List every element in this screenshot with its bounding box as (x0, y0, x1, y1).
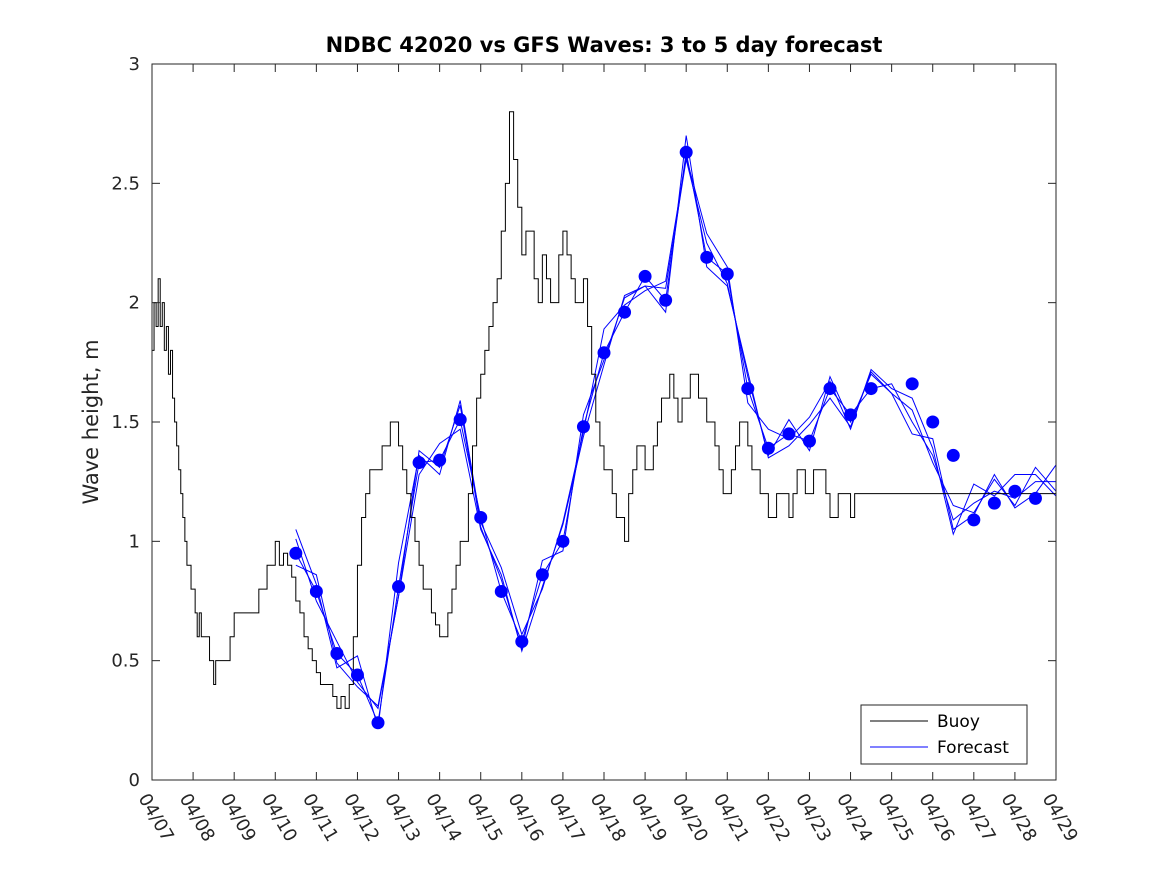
buoy-line (152, 111, 1056, 709)
forecast-point (618, 305, 632, 319)
forecast-point (905, 377, 919, 391)
forecast-point (576, 420, 590, 434)
y-tick-label: 0.5 (111, 651, 140, 672)
forecast-point (802, 434, 816, 448)
legend: Buoy Forecast (860, 704, 1028, 765)
y-tick-label: 0 (129, 770, 140, 791)
y-tick-label: 2 (129, 293, 140, 314)
forecast-point (350, 668, 364, 682)
forecast-point (761, 441, 775, 455)
forecast-point (433, 453, 447, 467)
y-tick-label: 1.5 (111, 412, 140, 433)
forecast-point (392, 580, 406, 594)
legend-box (860, 704, 1028, 765)
forecast-point (309, 584, 323, 598)
chart-title: NDBC 42020 vs GFS Waves: 3 to 5 day fore… (326, 33, 883, 57)
forecast-point (844, 408, 858, 422)
forecast-point (474, 510, 488, 524)
forecast-point (638, 269, 652, 283)
forecast-point (412, 456, 426, 470)
forecast-point (741, 382, 755, 396)
forecast-point (864, 382, 878, 396)
forecast-point (679, 145, 693, 159)
forecast-point (700, 250, 714, 264)
y-axis-label: Wave height, m (79, 339, 103, 504)
forecast-point (494, 584, 508, 598)
buoy-series-path (152, 111, 1056, 709)
forecast-point (453, 413, 467, 427)
forecast-point (1028, 491, 1042, 505)
forecast-point (597, 346, 611, 360)
forecast-point (782, 427, 796, 441)
legend-forecast-label: Forecast (937, 738, 1009, 758)
y-tick-label: 3 (129, 54, 140, 75)
forecast-point (659, 293, 673, 307)
forecast-point (967, 513, 981, 527)
forecast-point (330, 647, 344, 661)
forecast-point (535, 568, 549, 582)
forecast-point (946, 448, 960, 462)
legend-buoy-label: Buoy (937, 712, 980, 732)
forecast-point (926, 415, 940, 429)
forecast-point (1008, 484, 1022, 498)
forecast-point (515, 635, 529, 649)
forecast-point (556, 534, 570, 548)
plot-background (152, 64, 1056, 780)
forecast-point (289, 546, 303, 560)
forecast-point (987, 496, 1001, 510)
forecast-line-2 (295, 135, 1057, 707)
plot-area (151, 63, 1057, 781)
forecast-markers (289, 145, 1042, 730)
forecast-point (371, 716, 385, 730)
forecast-point (720, 267, 734, 281)
forecast-point (823, 382, 837, 396)
y-axis: 0 0.5 1 1.5 2 2.5 3 (111, 54, 1056, 791)
y-tick-label: 2.5 (111, 173, 140, 194)
y-tick-label: 1 (129, 531, 140, 552)
